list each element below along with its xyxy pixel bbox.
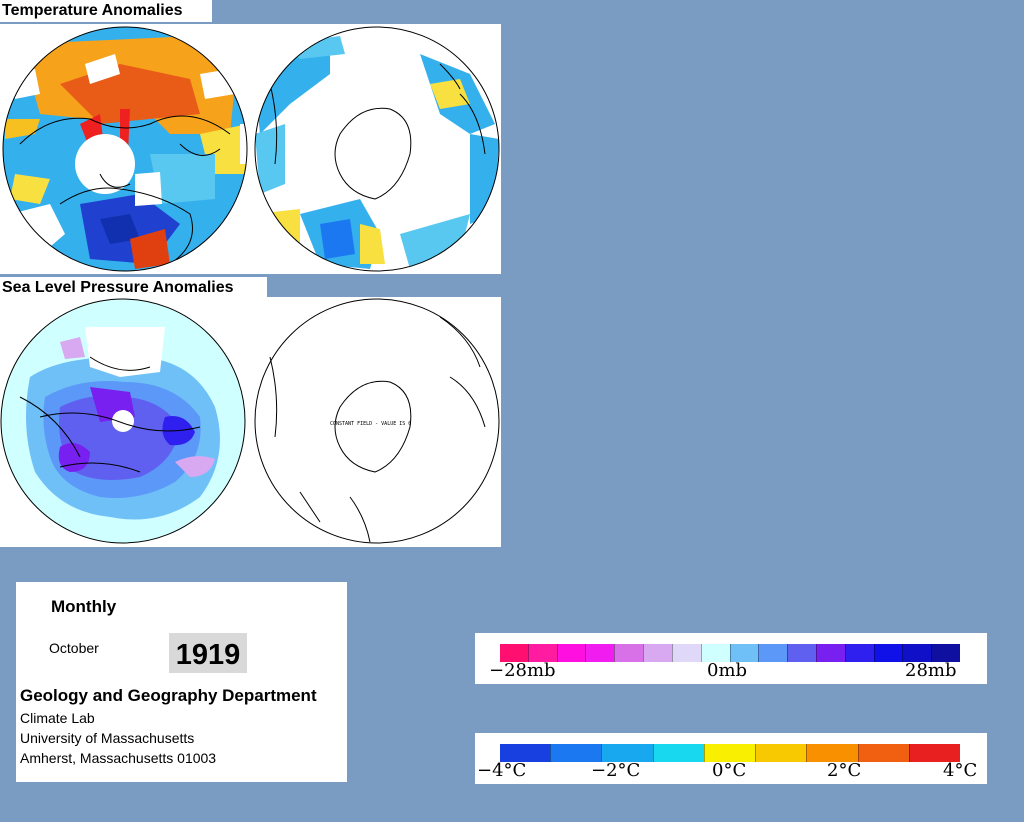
year-label: 1919 [169, 633, 247, 673]
slp-legend-swatch [585, 644, 615, 662]
month-label: October [49, 640, 99, 656]
slp-legend-swatch [931, 644, 960, 662]
temperature-map-panel [0, 24, 501, 274]
slp-map-panel: CONSTANT FIELD - VALUE IS 0 [0, 297, 501, 547]
temperature-color-legend: −4°C −2°C 0°C 2°C 4°C [475, 733, 987, 784]
temp-legend-label-plus4: 4°C [943, 760, 978, 781]
temp-legend-swatch [550, 744, 602, 762]
temp-legend-swatch [857, 744, 909, 762]
period-label: Monthly [51, 597, 117, 616]
info-box: Monthly October 1919 Geology and Geograp… [16, 582, 347, 782]
temp-legend-swatch [703, 744, 756, 762]
slp-legend-swatch [556, 644, 586, 662]
temperature-legend-bar [500, 744, 960, 762]
temp-legend-swatch [500, 744, 551, 762]
slp-northern-hemisphere-map [1, 299, 245, 543]
slp-southern-hemisphere-map: CONSTANT FIELD - VALUE IS 0 [254, 298, 500, 544]
temperature-title: Temperature Anomalies [0, 0, 212, 22]
temp-legend-label-plus2: 2°C [827, 760, 862, 781]
slp-legend-swatch [527, 644, 557, 662]
lab-label: Climate Lab [20, 710, 95, 726]
slp-legend-swatch [758, 644, 788, 662]
slp-legend-swatch [614, 644, 644, 662]
university-label: University of Massachusetts [20, 730, 195, 746]
slp-color-legend: −28mb 0mb 28mb [475, 633, 987, 684]
temp-legend-label-minus4: −4°C [477, 760, 527, 781]
slp-legend-swatch [902, 644, 932, 662]
slp-legend-label-min: −28mb [489, 660, 556, 681]
slp-legend-swatch [643, 644, 672, 662]
temp-legend-label-zero: 0°C [712, 760, 747, 781]
temp-legend-swatch [601, 744, 653, 762]
slp-legend-swatch [844, 644, 874, 662]
slp-legend-bar [500, 644, 960, 662]
temp-legend-label-minus2: −2°C [591, 760, 641, 781]
slp-title: Sea Level Pressure Anomalies [0, 277, 267, 299]
slp-legend-swatch [500, 644, 528, 662]
temp-legend-swatch [908, 744, 960, 762]
slp-legend-label-zero: 0mb [707, 660, 748, 681]
temp-legend-swatch [755, 744, 807, 762]
slp-legend-swatch [729, 644, 759, 662]
slp-legend-swatch [700, 644, 730, 662]
temp-legend-swatch [806, 744, 858, 762]
address-label: Amherst, Massachusetts 01003 [20, 750, 217, 766]
slp-legend-swatch [787, 644, 816, 662]
slp-legend-swatch [873, 644, 903, 662]
constant-field-note: CONSTANT FIELD - VALUE IS 0 [330, 421, 411, 427]
temp-legend-swatch [652, 744, 704, 762]
slp-legend-label-max: 28mb [905, 660, 957, 681]
department-label: Geology and Geography Department [20, 686, 317, 705]
temperature-southern-hemisphere-map [255, 27, 499, 271]
temperature-northern-hemisphere-map [3, 27, 247, 271]
slp-legend-swatch [815, 644, 845, 662]
slp-legend-swatch [671, 644, 701, 662]
